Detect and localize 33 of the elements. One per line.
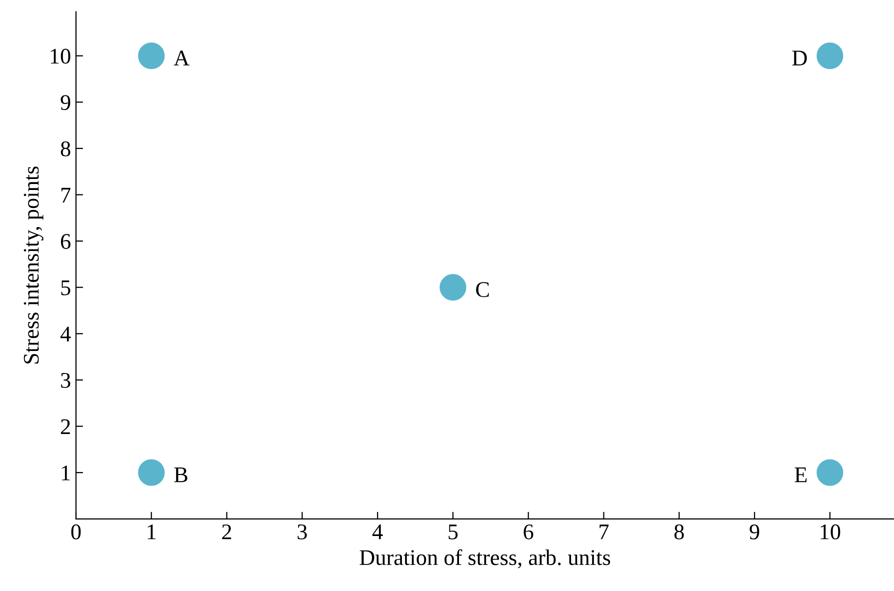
y-tick-label: 4 [60,326,71,342]
point [440,274,466,301]
point [138,459,165,486]
x-tick-label: 7 [600,524,609,540]
x-axis-title: Duration of stress, arb. units [360,549,610,568]
y-tick-label: 2 [60,419,70,434]
annotation: D [792,50,807,66]
annotation: E [794,468,807,482]
x-tick-label: 1 [148,524,156,540]
annotation: C [476,282,489,298]
y-tick-label: 9 [60,95,70,110]
y-tick-label: 5 [61,280,70,296]
y-tick-label: 7 [61,188,70,202]
y-tick-label: 3 [61,372,70,388]
point [816,42,844,70]
x-tick-label: 3 [298,524,307,540]
point [138,42,165,70]
y-tick-label: 8 [60,141,70,156]
point [816,459,844,486]
x-tick-label: 10 [820,524,840,540]
x-tick-label: 8 [674,524,684,540]
annotation: B [174,468,188,482]
x-tick-label: 2 [222,524,232,540]
y-tick-label: 1 [62,466,70,480]
x-tick-label: 6 [524,524,534,540]
y-tick-label: 10 [50,48,70,64]
annotation: A [174,50,190,66]
x-tick-label: 4 [372,524,383,540]
y-tick-label: 6 [60,234,70,249]
x-tick-label: 0 [71,524,81,540]
x-tick-label: 5 [448,524,458,540]
x-tick-label: 9 [750,524,760,540]
y-axis-title: Stress intensity, points [24,166,44,364]
